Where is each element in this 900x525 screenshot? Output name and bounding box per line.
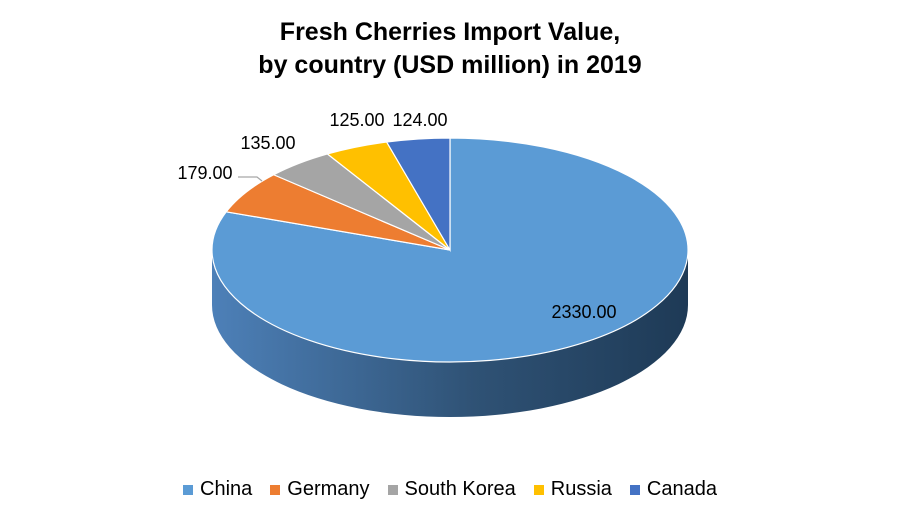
legend: China Germany South Korea Russia Canada <box>0 478 900 501</box>
data-label-china: 2330.00 <box>551 302 616 322</box>
legend-item-germany: Germany <box>270 478 370 501</box>
legend-label-germany: Germany <box>287 478 370 500</box>
legend-label-canada: Canada <box>646 478 717 500</box>
legend-item-canada: Canada <box>629 478 717 501</box>
legend-label-china: China <box>200 478 253 500</box>
legend-label-south-korea: South Korea <box>404 478 516 500</box>
leader-line-germany <box>238 176 263 182</box>
data-label-germany: 179.00 <box>177 163 232 183</box>
data-label-russia: 125.00 <box>329 110 384 130</box>
legend-item-south-korea: South Korea <box>387 478 516 501</box>
legend-swatch-germany <box>270 484 281 495</box>
legend-swatch-russia <box>533 484 544 495</box>
data-label-south-korea: 135.00 <box>240 133 295 153</box>
data-label-canada: 124.00 <box>392 110 447 130</box>
legend-swatch-canada <box>629 484 640 495</box>
legend-item-china: China <box>183 478 252 501</box>
chart-title-line-1: Fresh Cherries Import Value, <box>279 18 621 46</box>
pie-slice-canada <box>385 137 451 253</box>
legend-swatch-china <box>183 484 194 495</box>
pie-side-wall <box>212 250 688 417</box>
legend-swatch-south-korea <box>387 484 398 495</box>
chart-title-line-2: by country (USD million) in 2019 <box>258 51 642 79</box>
legend-label-russia: Russia <box>550 478 612 500</box>
chart-title: Fresh Cherries Import Value, by country … <box>0 16 900 82</box>
legend-item-russia: Russia <box>533 478 612 501</box>
